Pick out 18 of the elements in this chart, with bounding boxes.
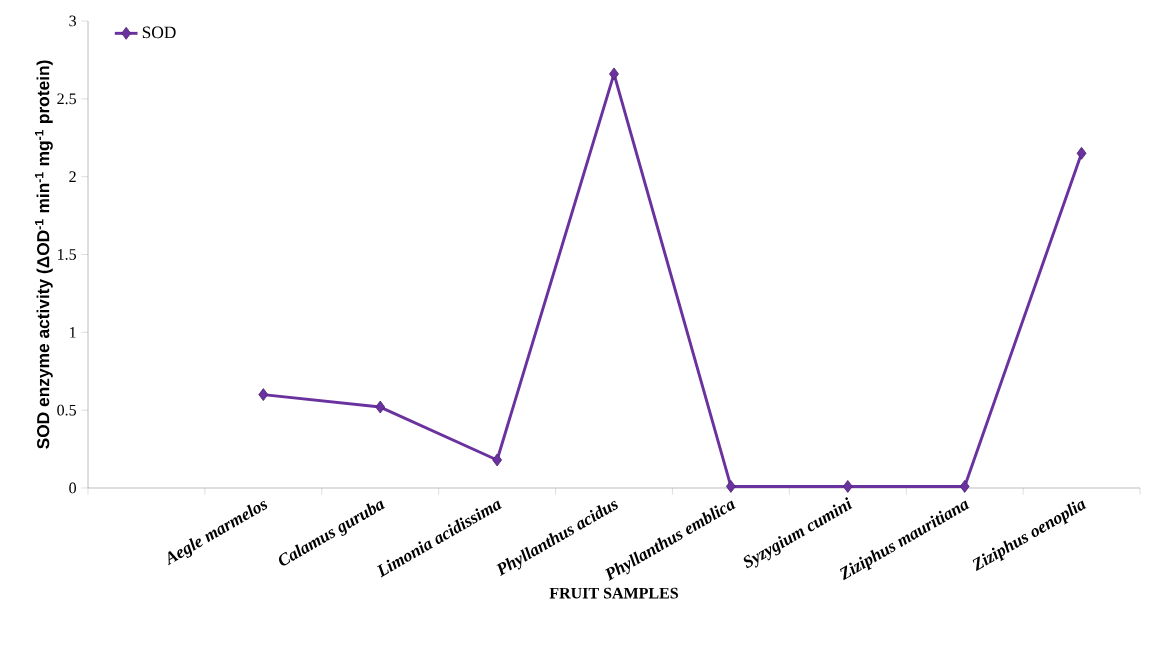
y-tick-label: 0.5	[57, 404, 77, 416]
y-tick-label: 0	[69, 482, 77, 494]
y-tick-label: 1	[70, 327, 76, 338]
point	[1076, 146, 1087, 160]
y-tick-label: 2.5	[57, 93, 77, 105]
point	[842, 480, 853, 493]
x-axis-title: FRUIT SAMPLES	[549, 587, 678, 599]
y-tick-label: 3	[69, 15, 77, 27]
y-tick-label: 2	[69, 171, 76, 182]
legend-label: SOD	[142, 26, 176, 39]
point	[609, 67, 619, 81]
point	[492, 453, 503, 467]
point	[258, 388, 269, 401]
y-axis-title: SOD enzyme activity (ΔOD$^{-1}$ min$^{-1}$ mg$^{-1}$ protein)	[34, 60, 53, 449]
y-tick-label: 1.5	[58, 249, 77, 260]
point	[375, 400, 386, 414]
point	[725, 480, 736, 493]
point	[959, 480, 970, 493]
